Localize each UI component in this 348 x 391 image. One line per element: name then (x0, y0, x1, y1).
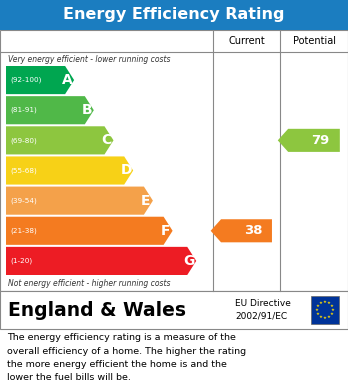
Bar (0, 0, 348, 30)
Text: ★: ★ (327, 315, 331, 319)
Bar (0, 30, 348, 291)
Polygon shape (6, 126, 113, 154)
Text: England & Wales: England & Wales (8, 301, 186, 319)
Polygon shape (6, 156, 133, 185)
Text: ★: ★ (315, 308, 319, 312)
Polygon shape (6, 66, 74, 94)
Bar (0, 291, 348, 329)
Text: E: E (141, 194, 151, 208)
Text: ★: ★ (319, 315, 323, 319)
Text: F: F (161, 224, 171, 238)
Polygon shape (6, 217, 173, 245)
Text: Energy Efficiency Rating: Energy Efficiency Rating (63, 7, 285, 23)
Text: ★: ★ (316, 312, 320, 316)
Text: EU Directive: EU Directive (235, 299, 291, 308)
Text: 79: 79 (311, 134, 330, 147)
Text: ★: ★ (330, 304, 334, 308)
Text: 2002/91/EC: 2002/91/EC (235, 312, 287, 321)
Polygon shape (211, 219, 272, 242)
Text: ★: ★ (319, 301, 323, 305)
Text: (39-54): (39-54) (10, 197, 37, 204)
Text: (92-100): (92-100) (10, 77, 41, 83)
Text: (21-38): (21-38) (10, 228, 37, 234)
Polygon shape (6, 96, 94, 124)
Text: (1-20): (1-20) (10, 258, 32, 264)
Text: overall efficiency of a home. The higher the rating: overall efficiency of a home. The higher… (7, 346, 246, 355)
Text: ★: ★ (327, 301, 331, 305)
Text: (69-80): (69-80) (10, 137, 37, 143)
Text: The energy efficiency rating is a measure of the: The energy efficiency rating is a measur… (7, 333, 236, 342)
Text: D: D (120, 163, 132, 178)
Text: ★: ★ (323, 300, 327, 304)
Text: B: B (81, 103, 92, 117)
Text: A: A (62, 73, 72, 87)
Text: Not energy efficient - higher running costs: Not energy efficient - higher running co… (8, 280, 171, 289)
Text: ★: ★ (323, 316, 327, 320)
Text: Potential: Potential (293, 36, 335, 46)
Text: lower the fuel bills will be.: lower the fuel bills will be. (7, 373, 131, 382)
Text: (55-68): (55-68) (10, 167, 37, 174)
Polygon shape (278, 129, 340, 152)
Text: G: G (183, 254, 195, 268)
Polygon shape (6, 247, 196, 275)
Text: C: C (101, 133, 112, 147)
Text: (81-91): (81-91) (10, 107, 37, 113)
Polygon shape (6, 187, 153, 215)
Bar (311, 296, 339, 324)
Text: 38: 38 (244, 224, 262, 237)
Text: ★: ★ (316, 304, 320, 308)
Text: ★: ★ (330, 312, 334, 316)
Text: the more energy efficient the home is and the: the more energy efficient the home is an… (7, 360, 227, 369)
Text: ★: ★ (331, 308, 335, 312)
Text: Current: Current (228, 36, 265, 46)
Text: Very energy efficient - lower running costs: Very energy efficient - lower running co… (8, 54, 171, 63)
